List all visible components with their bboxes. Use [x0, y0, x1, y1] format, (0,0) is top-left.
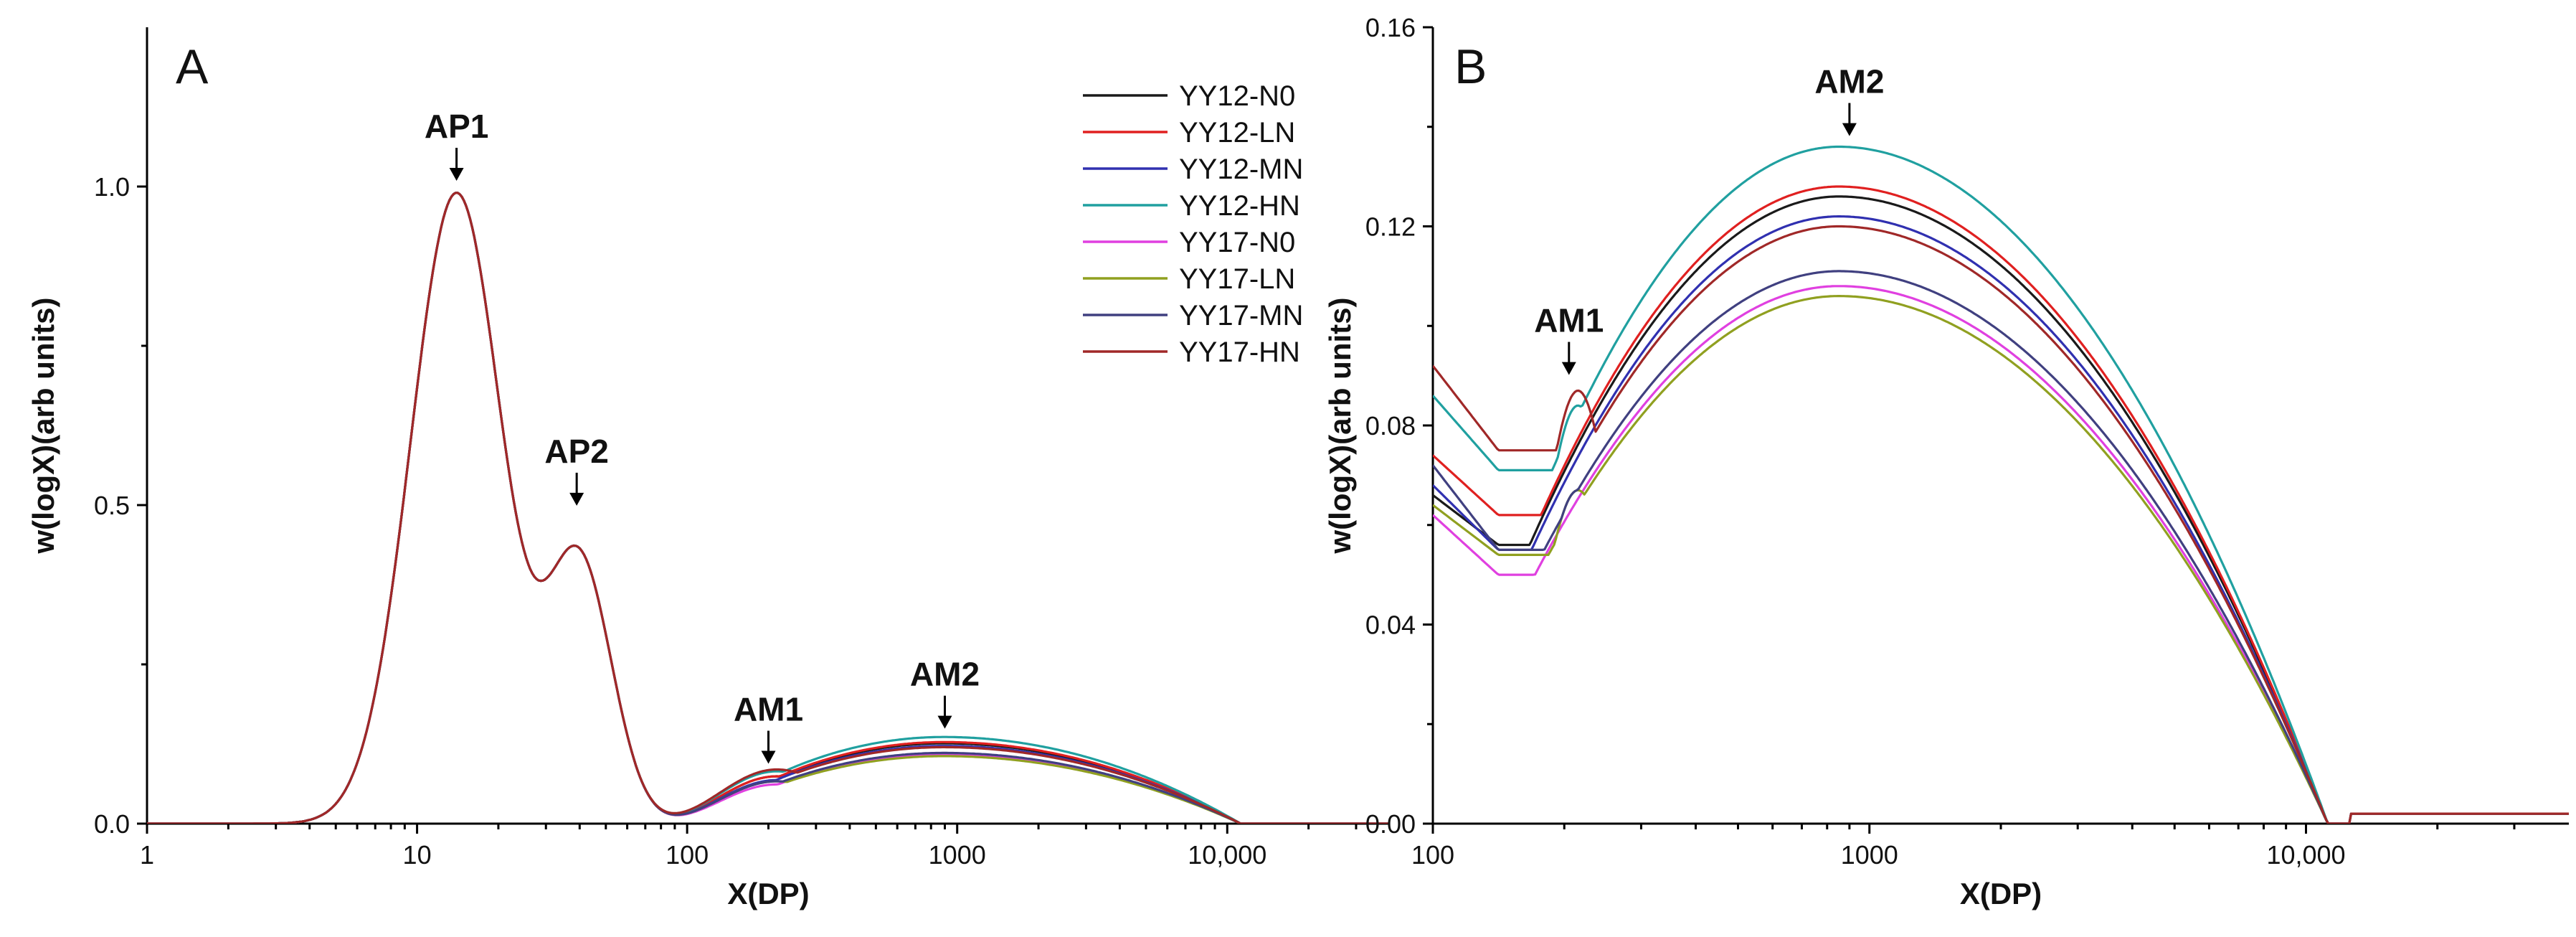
x-axis-title: X(DP) [727, 877, 809, 910]
annotation-am1: AM1 [734, 691, 803, 728]
x-axis-title: X(DP) [1960, 877, 2042, 910]
y-tick-label: 0.16 [1365, 13, 1416, 42]
series-line-yy17-ln [1433, 295, 2569, 824]
x-tick-label: 1000 [929, 840, 986, 870]
axes-frame [1431, 27, 2569, 825]
y-tick-label: 0.08 [1365, 411, 1416, 441]
panel-letter: A [176, 39, 209, 94]
y-tick-label: 0.00 [1365, 809, 1416, 839]
y-axis-title: w(logX)(arb units) [27, 298, 60, 555]
panel-letter: B [1454, 39, 1487, 94]
y-axis-title: w(logX)(arb units) [1323, 298, 1357, 555]
legend-label: YY12-MN [1179, 154, 1303, 185]
annotation-am2: AM2 [910, 656, 980, 693]
x-tick-label: 10,000 [2266, 840, 2345, 870]
series-group [147, 192, 1390, 824]
annotation-ap1: AP1 [425, 108, 488, 145]
series-line-yy12-hn [1433, 145, 2569, 824]
legend-label: YY17-MN [1179, 300, 1303, 331]
panel-b: 0.00 0.04 0.08 0.12 0.16 100 1000 10,000 X(DP) w(… [1323, 13, 2569, 910]
y-tick-label: 0.04 [1365, 611, 1416, 640]
y-tick-label: 0.5 [94, 491, 130, 520]
annotation-am2: AM2 [1814, 63, 1884, 100]
annotation-arrow-head [569, 492, 584, 506]
x-tick-label: 1 [140, 840, 154, 870]
legend-label: YY12-HN [1179, 190, 1300, 222]
annotation-arrow-head [937, 715, 952, 729]
x-tick-label: 100 [666, 840, 709, 870]
legend-label: YY17-N0 [1179, 227, 1295, 258]
y-tick-label: 1.0 [94, 172, 130, 202]
legend-label: YY12-LN [1179, 117, 1295, 149]
series-line-yy17-hn [1433, 225, 2569, 824]
annotation-arrow-head [761, 750, 776, 764]
y-tick-label: 0.12 [1365, 212, 1416, 242]
annotation-arrow-head [1842, 123, 1857, 136]
annotation-arrow-head [449, 168, 464, 181]
x-tick-label: 100 [1411, 840, 1454, 870]
legend-label: YY17-HN [1179, 336, 1300, 368]
legend-label: YY12-N0 [1179, 80, 1295, 112]
annotation-ap2: AP2 [544, 433, 608, 470]
annotation-arrow-head [1561, 362, 1576, 375]
y-tick-label: 0.0 [94, 809, 130, 839]
series-line-yy17-hn [147, 192, 1390, 824]
legend-label: YY17-LN [1179, 263, 1295, 295]
x-tick-label: 10,000 [1188, 840, 1266, 870]
x-tick-label: 1000 [1841, 840, 1898, 870]
annotation-am1: AM1 [1534, 302, 1604, 339]
x-tick-label: 10 [403, 840, 432, 870]
panel-a: 0.0 0.5 1.0 1 10 100 1000 10,000 X(DP) w(logX)(ar… [27, 27, 1390, 910]
series-group [1433, 145, 2569, 824]
